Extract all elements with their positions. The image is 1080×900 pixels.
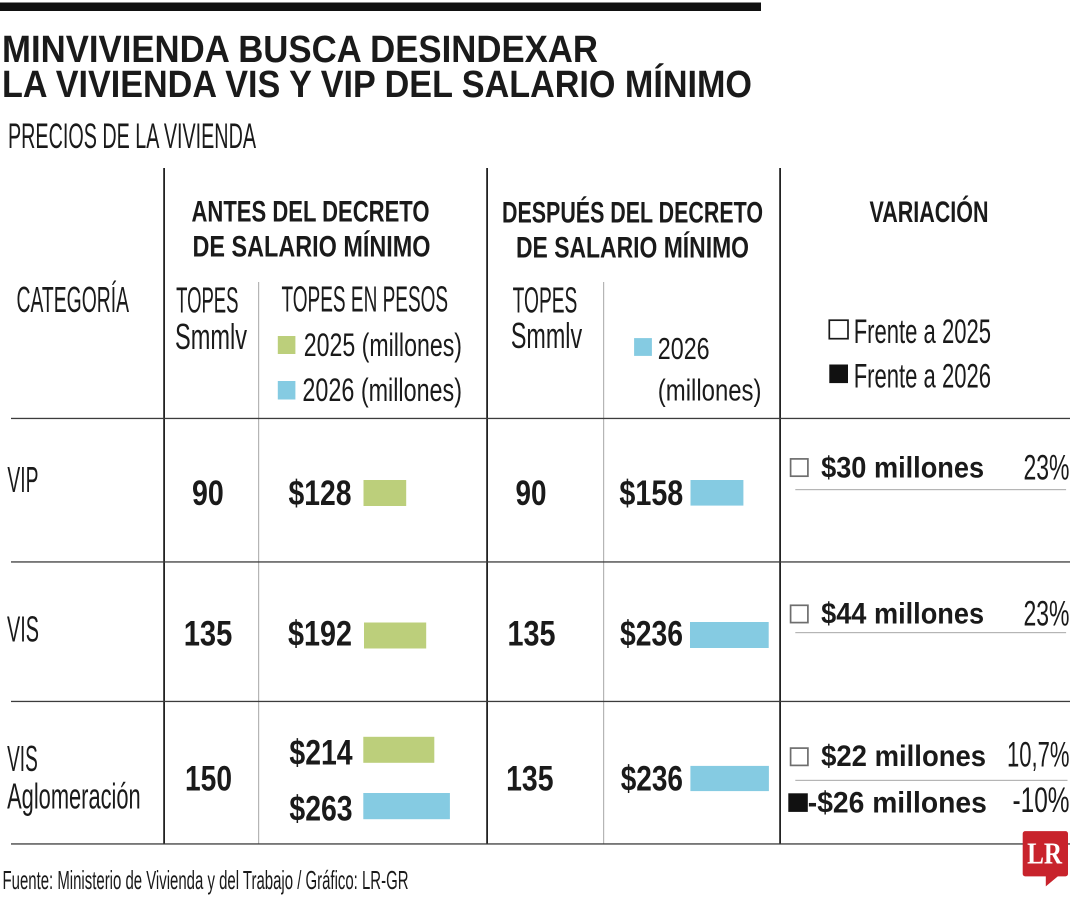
svg-text:23%: 23% — [1024, 449, 1070, 488]
svg-text:MINVIVIENDA BUSCA DESINDEXAR: MINVIVIENDA BUSCA DESINDEXAR — [2, 29, 598, 71]
svg-text:$128: $128 — [289, 473, 352, 513]
svg-text:$236: $236 — [621, 759, 683, 799]
svg-text:TOPES EN PESOS: TOPES EN PESOS — [282, 279, 449, 320]
svg-text:CATEGORÍA: CATEGORÍA — [17, 279, 130, 320]
svg-text:135: 135 — [506, 759, 553, 799]
svg-text:$30 millones: $30 millones — [821, 451, 984, 484]
svg-text:2026 (millones): 2026 (millones) — [302, 372, 462, 408]
svg-text:(millones): (millones) — [658, 372, 762, 407]
svg-text:DE SALARIO MÍNIMO: DE SALARIO MÍNIMO — [516, 231, 749, 265]
svg-text:Smmlv: Smmlv — [511, 315, 582, 356]
svg-text:Frente a 2026: Frente a 2026 — [854, 358, 991, 396]
svg-text:DESPUÉS DEL DECRETO: DESPUÉS DEL DECRETO — [502, 196, 763, 230]
svg-text:$263: $263 — [289, 789, 352, 829]
svg-text:LR: LR — [1027, 836, 1062, 871]
svg-text:Smmlv: Smmlv — [175, 316, 247, 357]
svg-text:90: 90 — [192, 473, 224, 513]
svg-text:TOPES: TOPES — [176, 280, 238, 321]
svg-text:$22 millones: $22 millones — [821, 740, 986, 773]
svg-text:Frente a 2025: Frente a 2025 — [854, 313, 991, 351]
svg-text:VIP: VIP — [7, 459, 38, 500]
svg-text:23%: 23% — [1024, 595, 1070, 634]
svg-text:$44 millones: $44 millones — [821, 597, 984, 630]
svg-text:-10%: -10% — [1013, 781, 1070, 820]
svg-text:$158: $158 — [619, 473, 683, 513]
svg-text:2025 (millones): 2025 (millones) — [304, 327, 462, 363]
svg-text:2026: 2026 — [658, 331, 710, 366]
svg-text:90: 90 — [516, 473, 547, 513]
svg-text:135: 135 — [508, 614, 556, 654]
svg-text:Aglomeración: Aglomeración — [7, 776, 141, 817]
svg-text:VIS: VIS — [7, 609, 39, 650]
svg-text:135: 135 — [184, 614, 233, 654]
svg-text:-$26 millones: -$26 millones — [808, 787, 987, 820]
svg-text:Fuente: Ministerio de Vivienda: Fuente: Ministerio de Vivienda y del Tra… — [3, 865, 409, 895]
svg-text:DE SALARIO MÍNIMO: DE SALARIO MÍNIMO — [193, 230, 431, 264]
svg-text:VIS: VIS — [7, 738, 38, 779]
svg-text:$192: $192 — [288, 614, 352, 654]
svg-text:$236: $236 — [620, 614, 683, 654]
svg-text:$214: $214 — [289, 732, 352, 772]
svg-text:VARIACIÓN: VARIACIÓN — [870, 195, 989, 229]
svg-text:LA VIVIENDA VIS Y VIP DEL SALA: LA VIVIENDA VIS Y VIP DEL SALARIO MÍNIMO — [2, 62, 752, 106]
svg-text:150: 150 — [185, 759, 232, 799]
svg-text:10,7%: 10,7% — [1007, 736, 1070, 775]
svg-text:TOPES: TOPES — [513, 280, 578, 321]
svg-text:ANTES DEL DECRETO: ANTES DEL DECRETO — [192, 196, 430, 229]
svg-text:PRECIOS DE LA VIVIENDA: PRECIOS DE LA VIVIENDA — [8, 117, 256, 156]
